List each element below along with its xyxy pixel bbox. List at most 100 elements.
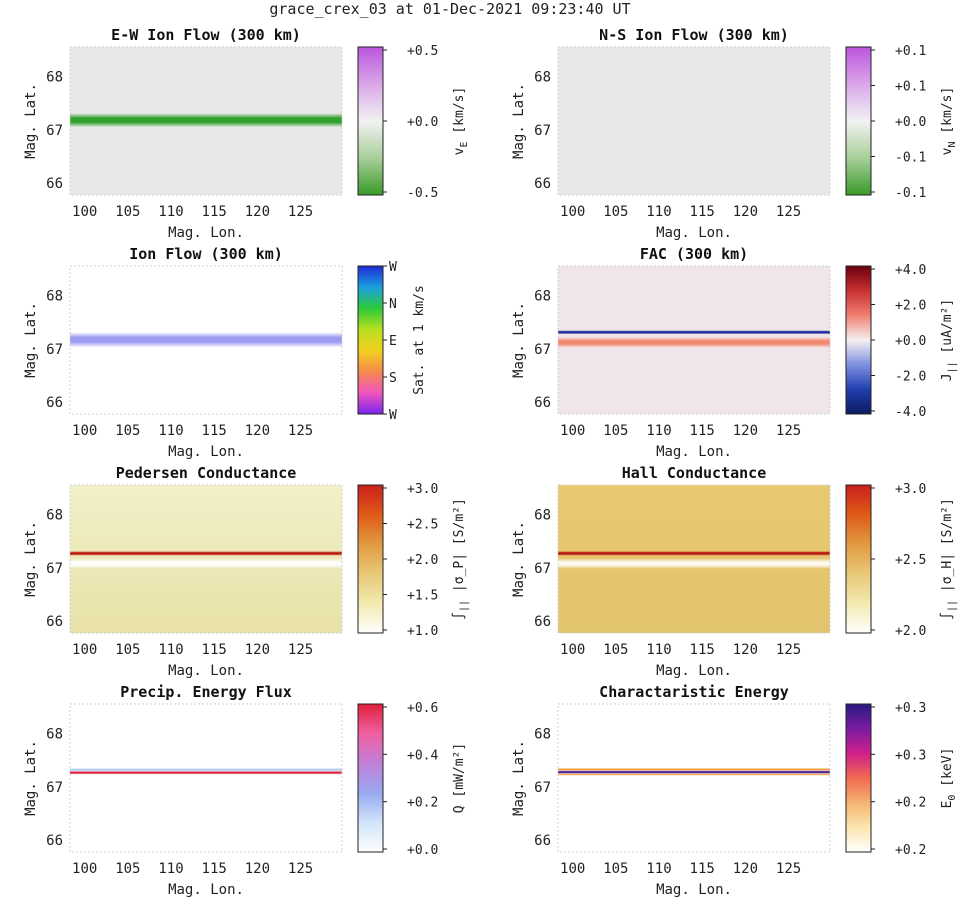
colorbar-tick-label: +1.5 <box>407 589 438 604</box>
y-tick-label: 68 <box>534 288 551 304</box>
x-axis-label: Mag. Lon. <box>168 444 244 460</box>
y-tick-label: 68 <box>534 69 551 85</box>
colorbar-tick-label: +0.1 <box>895 44 926 59</box>
colorbar <box>358 266 383 414</box>
x-tick-label: 120 <box>245 861 270 877</box>
heatmap-band <box>70 558 342 569</box>
y-axis-label: Mag. Lat. <box>23 83 39 159</box>
y-axis-label: Mag. Lat. <box>511 302 527 378</box>
colorbar-tick-label: +0.2 <box>895 796 926 811</box>
plot-frame <box>557 46 831 196</box>
y-tick-label: 66 <box>534 395 551 411</box>
x-axis-label: Mag. Lon. <box>656 882 732 898</box>
heatmap-background <box>70 704 342 852</box>
x-tick-label: 125 <box>776 642 801 658</box>
colorbar-tick-label: W <box>389 260 397 275</box>
x-tick-label: 125 <box>776 204 801 220</box>
y-tick-label: 67 <box>534 123 551 139</box>
x-tick-label: 125 <box>288 642 313 658</box>
plot-frame <box>69 46 343 196</box>
x-tick-label: 125 <box>288 861 313 877</box>
colorbar-tick-label: W <box>389 408 397 423</box>
panel-title: Precip. Energy Flux <box>120 683 292 701</box>
x-tick-label: 105 <box>603 861 628 877</box>
x-tick-label: 110 <box>158 423 183 439</box>
x-axis-label: Mag. Lon. <box>168 663 244 679</box>
colorbar <box>846 704 871 852</box>
x-tick-label: 105 <box>115 861 140 877</box>
y-tick-label: 67 <box>534 780 551 796</box>
x-tick-label: 120 <box>733 204 758 220</box>
x-tick-label: 105 <box>603 642 628 658</box>
x-tick-label: 100 <box>560 861 585 877</box>
figure-title: grace_crex_03 at 01-Dec-2021 09:23:40 UT <box>269 0 631 18</box>
heatmap-band <box>70 767 342 772</box>
x-tick-label: 125 <box>776 861 801 877</box>
plot-frame <box>557 703 831 853</box>
x-axis-label: Mag. Lon. <box>656 663 732 679</box>
panel-ns: N-S Ion Flow (300 km) 100 105 110 115 120 125 6… <box>511 26 958 241</box>
colorbar-tick-label: +2.0 <box>407 553 438 568</box>
panel-title: Pedersen Conductance <box>116 464 297 482</box>
colorbar-frame <box>845 703 872 853</box>
heatmap-band <box>70 332 342 348</box>
x-tick-label: 105 <box>115 423 140 439</box>
panel-hall: Hall Conductance 100 105 110 115 120 125 66 67 68… <box>511 464 958 679</box>
colorbar-tick-label: +0.5 <box>407 44 438 59</box>
colorbar-tick-label: +0.4 <box>407 748 438 763</box>
colorbar-tick-label: +2.0 <box>895 624 926 639</box>
x-tick-label: 115 <box>690 423 715 439</box>
plot-frame <box>69 265 343 415</box>
colorbar <box>846 485 871 633</box>
colorbar-label: Sat. at 1 km/s <box>412 285 427 395</box>
heatmap-band <box>558 770 830 774</box>
heatmap-band <box>558 551 830 556</box>
heatmap-background <box>558 704 830 852</box>
x-tick-label: 115 <box>690 642 715 658</box>
x-tick-label: 120 <box>245 204 270 220</box>
x-tick-label: 100 <box>560 642 585 658</box>
colorbar-tick-label: +0.0 <box>407 843 438 858</box>
plot-frame <box>557 484 831 634</box>
x-tick-label: 110 <box>158 204 183 220</box>
colorbar-tick-label: +3.0 <box>407 482 438 497</box>
x-tick-label: 120 <box>245 423 270 439</box>
x-tick-label: 100 <box>72 204 97 220</box>
y-axis-label: Mag. Lat. <box>511 521 527 597</box>
colorbar-tick-label: +0.1 <box>895 80 926 95</box>
x-axis-label: Mag. Lon. <box>656 225 732 241</box>
colorbar-label: J|| [uA/m²] <box>940 299 958 382</box>
heatmap-band <box>558 337 830 348</box>
heatmap-band <box>558 773 830 776</box>
x-tick-label: 100 <box>560 423 585 439</box>
x-tick-label: 110 <box>158 861 183 877</box>
y-tick-label: 66 <box>534 833 551 849</box>
x-tick-label: 110 <box>158 642 183 658</box>
colorbar <box>358 704 383 852</box>
heatmap-band <box>558 558 830 569</box>
colorbar-label: vE [km/s] <box>452 87 470 156</box>
x-tick-label: 115 <box>690 861 715 877</box>
colorbar-tick-label: +0.3 <box>895 701 926 716</box>
colorbar-tick-label: +1.0 <box>407 624 438 639</box>
x-tick-label: 115 <box>202 204 227 220</box>
colorbar-tick-label: +2.0 <box>895 299 926 314</box>
y-tick-label: 66 <box>46 614 63 630</box>
x-tick-label: 120 <box>733 642 758 658</box>
panel-chareng: Charactaristic Energy 100 105 110 115 120 125 6… <box>511 683 958 898</box>
panel-title: E-W Ion Flow (300 km) <box>111 26 301 44</box>
x-tick-label: 125 <box>776 423 801 439</box>
colorbar-tick-label: -0.5 <box>407 186 438 201</box>
panel-title: Charactaristic Energy <box>599 683 789 701</box>
y-tick-label: 68 <box>534 726 551 742</box>
y-tick-label: 67 <box>46 123 63 139</box>
x-tick-label: 120 <box>245 642 270 658</box>
colorbar <box>358 485 383 633</box>
y-tick-label: 68 <box>46 726 63 742</box>
colorbar-tick-label: +3.0 <box>895 482 926 497</box>
y-tick-label: 67 <box>534 342 551 358</box>
y-tick-label: 68 <box>46 288 63 304</box>
y-tick-label: 66 <box>46 395 63 411</box>
plot-frame <box>69 703 343 853</box>
y-tick-label: 66 <box>46 176 63 192</box>
